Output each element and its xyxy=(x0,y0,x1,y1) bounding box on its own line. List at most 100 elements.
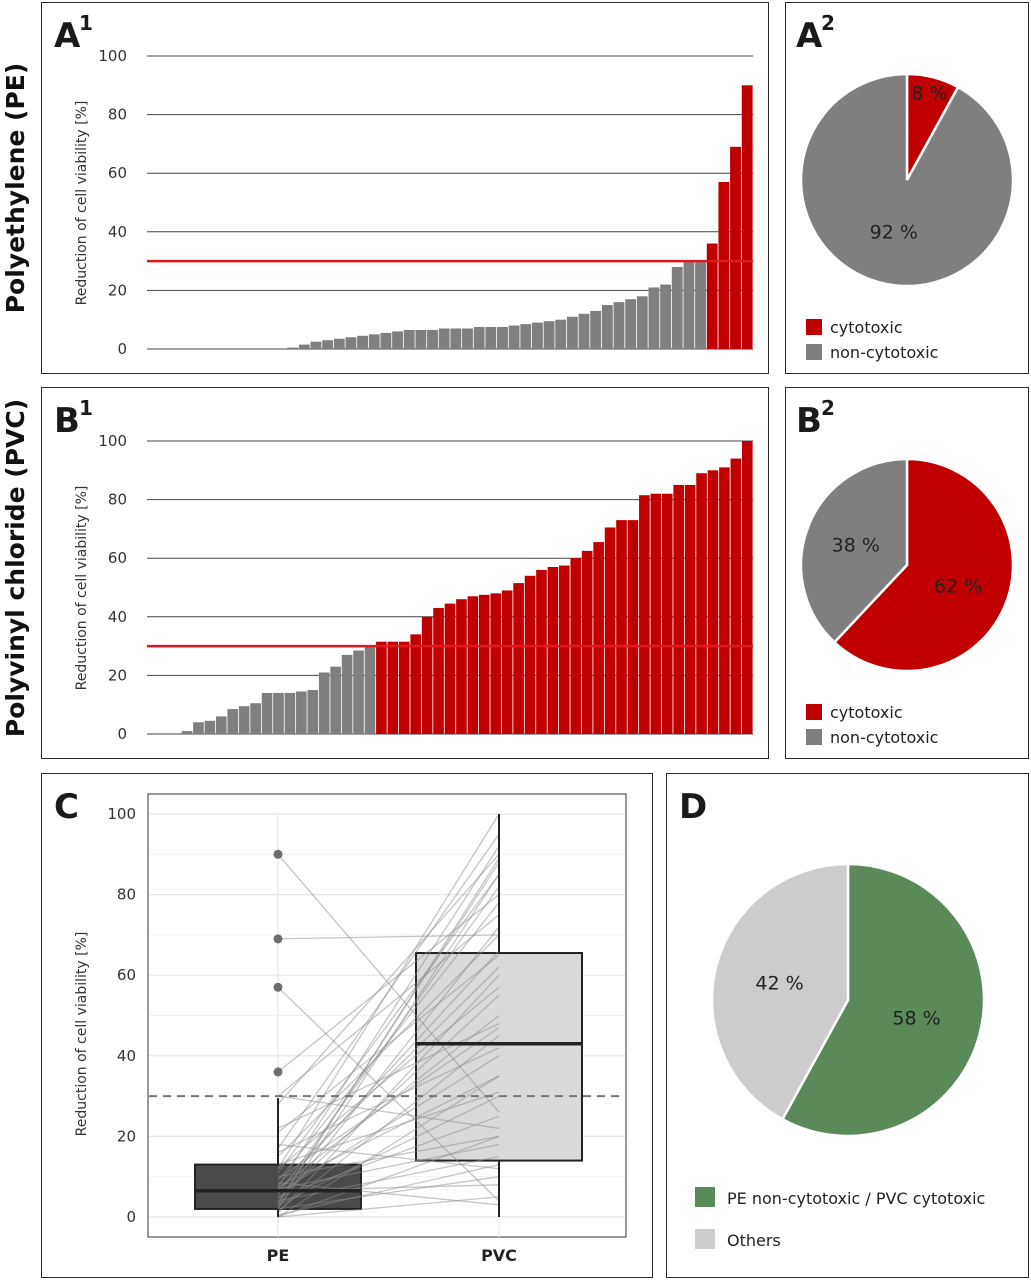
bar-b1-52 xyxy=(741,441,753,734)
bar-a1-21 xyxy=(392,331,403,349)
bar-b1-30 xyxy=(490,593,502,734)
bar-b1-47 xyxy=(684,484,696,734)
pair-line-30 xyxy=(277,1047,500,1154)
pair-line-39 xyxy=(277,986,500,1202)
outlier-pe-1 xyxy=(273,982,283,992)
legend-label-noncytotoxic: non-cytotoxic xyxy=(830,728,938,747)
bar-a1-20 xyxy=(380,332,392,349)
bar-a1-48 xyxy=(706,243,718,349)
bar-b1-5 xyxy=(204,720,216,734)
y-tick-c-0: 0 xyxy=(126,1208,136,1226)
pair-line-40 xyxy=(277,934,500,940)
pair-line-29 xyxy=(277,934,500,1158)
bar-b1-49 xyxy=(707,470,719,734)
bar-b1-28 xyxy=(467,596,479,734)
bar-a1-31 xyxy=(508,325,520,349)
pie-label-b2-1: 38 % xyxy=(832,535,880,557)
pie-label-d-1: 42 % xyxy=(755,972,803,994)
bar-a1-45 xyxy=(671,266,683,349)
bar-b1-3 xyxy=(181,731,193,734)
bar-b1-31 xyxy=(501,590,513,734)
legend-label-noncytotoxic: non-cytotoxic xyxy=(830,343,938,362)
bar-a1-44 xyxy=(660,284,672,349)
bar-b1-38 xyxy=(581,550,593,735)
panel-sup-b1: 1 xyxy=(79,396,93,420)
bar-a1-43 xyxy=(648,287,660,349)
panel-label-a1: A xyxy=(54,16,81,56)
bar-b1-35 xyxy=(547,566,559,734)
bar-b1-8 xyxy=(238,706,250,734)
panel-label-b1: B xyxy=(54,401,80,441)
bar-b1-15 xyxy=(318,672,330,734)
pie-label-b2-0: 62 % xyxy=(934,575,982,597)
bar-b1-43 xyxy=(639,495,650,734)
y-tick-c-80: 80 xyxy=(117,886,136,904)
pair-line-3 xyxy=(277,1163,500,1216)
legend-swatch-noncytotoxic xyxy=(806,729,822,745)
bar-b1-18 xyxy=(353,650,364,734)
bar-b1-20 xyxy=(376,641,387,734)
bar-b1-9 xyxy=(250,703,261,734)
bar-b1-22 xyxy=(398,641,410,734)
pie-chart-a2: A 2 8 % 92 % cytotoxic non-cytotoxic xyxy=(796,11,1015,362)
bar-b1-32 xyxy=(513,583,524,734)
bar-a1-29 xyxy=(485,327,497,349)
panel-a1: A 1 Reduction of cell viability [%] 0 20 4… xyxy=(41,2,769,374)
bar-a1-39 xyxy=(601,305,613,349)
bar-b1-41 xyxy=(616,520,627,734)
bar-a1-27 xyxy=(462,328,473,349)
bar-b1-48 xyxy=(696,473,707,734)
bar-a1-34 xyxy=(543,321,555,349)
pie-slice-a2-1 xyxy=(799,72,1015,288)
pair-line-0 xyxy=(277,1196,500,1218)
bar-b1-11 xyxy=(273,692,284,734)
bar-b1-36 xyxy=(559,565,570,734)
bar-b1-42 xyxy=(627,520,639,734)
bar-a1-35 xyxy=(555,319,567,349)
pie-slice-b2-1 xyxy=(799,457,909,645)
pie-label-d-0: 58 % xyxy=(892,1008,940,1030)
legend-swatch-pe-noncytotoxic-pvc-cytotoxic xyxy=(695,1187,715,1207)
panel-c: C Reduction of cell viability [%] 0 20 40 6… xyxy=(41,773,653,1278)
pair-line-36 xyxy=(277,1095,500,1129)
row-label-pe: Polyethylene (PE) xyxy=(1,63,30,314)
pie-slice-d-1 xyxy=(710,862,850,1121)
bar-b1-39 xyxy=(593,542,604,734)
legend-swatch-cytotoxic xyxy=(806,319,822,335)
legend-label-others: Others xyxy=(727,1231,781,1250)
y-tick-a1-20: 20 xyxy=(108,281,127,299)
box-pvc xyxy=(415,952,583,1162)
bar-a1-37 xyxy=(578,313,590,349)
bar-b1-51 xyxy=(730,458,742,734)
panel-b1: B 1 Reduction of cell viability [%] 0 20 4… xyxy=(41,387,769,759)
bar-chart-a1: A 1 Reduction of cell viability [%] 0 20 4… xyxy=(54,11,753,358)
panel-b2: B 2 62 % 38 % cytotoxic non-cytotoxic xyxy=(785,387,1029,759)
bar-b1-50 xyxy=(719,467,730,734)
panel-sup-a2: 2 xyxy=(821,11,835,35)
pair-line-42 xyxy=(277,813,500,1169)
panel-label-a2: A xyxy=(796,16,823,56)
bar-b1-33 xyxy=(524,575,536,734)
bar-b1-29 xyxy=(478,594,490,734)
bar-a1-46 xyxy=(683,261,695,349)
x-tick-pvc: PVC xyxy=(481,1246,517,1265)
box-plot-c: C Reduction of cell viability [%] 0 20 40 6… xyxy=(54,787,627,1265)
bar-a1-38 xyxy=(590,310,602,349)
bar-a1-42 xyxy=(636,296,648,349)
bar-b1-14 xyxy=(307,690,319,734)
y-tick-c-20: 20 xyxy=(117,1127,136,1145)
row-label-pvc: Polyvinyl chloride (PVC) xyxy=(1,399,30,737)
bar-a1-19 xyxy=(368,334,380,349)
pair-line-16 xyxy=(277,950,500,1192)
outlier-pe-3 xyxy=(273,849,283,859)
bar-a1-22 xyxy=(403,329,415,349)
pair-line-22 xyxy=(277,1182,500,1206)
bar-a1-17 xyxy=(345,337,357,349)
panel-label-d: D xyxy=(679,787,707,827)
bar-a1-26 xyxy=(450,328,462,349)
pie-label-a2-1: 92 % xyxy=(870,221,918,243)
pair-line-20 xyxy=(277,1075,500,1188)
bar-b1-44 xyxy=(650,493,662,734)
bar-b1-10 xyxy=(261,692,273,734)
panel-label-b2: B xyxy=(796,401,822,441)
